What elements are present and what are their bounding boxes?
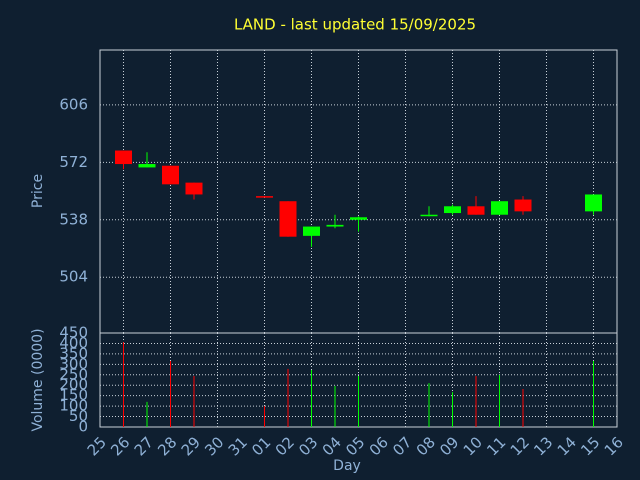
x-tick-label: 30 [201, 433, 227, 459]
x-tick-label: 27 [131, 433, 157, 459]
candle-body [585, 194, 602, 212]
x-tick-label: 25 [84, 433, 110, 459]
x-tick-label: 12 [507, 433, 533, 459]
candle-body [326, 224, 344, 227]
x-tick-label: 15 [577, 433, 603, 459]
x-tick-label: 02 [272, 433, 298, 459]
x-tick-label: 13 [530, 433, 556, 459]
x-tick-label: 28 [154, 433, 180, 459]
y-tick-label: 504 [59, 268, 88, 286]
x-tick-label: 11 [483, 433, 509, 459]
x-tick-label: 10 [460, 433, 486, 459]
chart-title: LAND - last updated 15/09/2025 [234, 16, 476, 34]
volume-tick-label: 250 [59, 365, 88, 383]
candle-body [420, 214, 438, 217]
candle-body [514, 199, 532, 212]
candle-body [444, 206, 461, 214]
candle-body [279, 201, 297, 237]
volume-tick-label: 450 [59, 324, 88, 342]
x-tick-label: 14 [554, 433, 580, 459]
x-tick-label: 31 [225, 433, 251, 459]
x-tick-label: 03 [295, 433, 321, 459]
x-tick-label: 09 [436, 433, 462, 459]
volume-tick-label: 300 [59, 355, 88, 373]
x-tick-label: 29 [178, 433, 204, 459]
candle-body [350, 217, 367, 220]
x-tick-label: 08 [413, 433, 439, 459]
volume-tick-label: 350 [59, 344, 88, 362]
volume-axis-label: Volume (0000) [30, 328, 46, 431]
candle-body [115, 150, 132, 165]
x-tick-label: 16 [601, 433, 627, 459]
x-tick-label: 06 [366, 433, 392, 459]
volume-tick-label: 0 [78, 418, 88, 436]
x-axis-label: Day [333, 458, 361, 474]
volume-tick-label: 50 [69, 407, 88, 425]
volume-tick-label: 200 [59, 376, 88, 394]
y-axis-label: Price [30, 174, 46, 208]
x-tick-label: 01 [248, 433, 274, 459]
candle-body [491, 201, 508, 215]
candle-body [256, 196, 273, 198]
volume-tick-label: 400 [59, 334, 88, 352]
y-tick-label: 606 [59, 95, 88, 113]
y-tick-label: 572 [59, 153, 88, 171]
candle-body [303, 226, 320, 236]
x-tick-label: 05 [342, 433, 368, 459]
volume-tick-label: 100 [59, 397, 88, 415]
candle-body [162, 165, 179, 185]
x-tick-label: 26 [107, 433, 133, 459]
x-tick-label: 07 [389, 433, 415, 459]
x-tick-label: 04 [319, 433, 345, 459]
candle-body [185, 182, 203, 195]
candle-body [138, 164, 156, 168]
volume-tick-label: 150 [59, 386, 88, 404]
y-tick-label: 538 [59, 210, 88, 228]
candle-body [467, 206, 485, 215]
